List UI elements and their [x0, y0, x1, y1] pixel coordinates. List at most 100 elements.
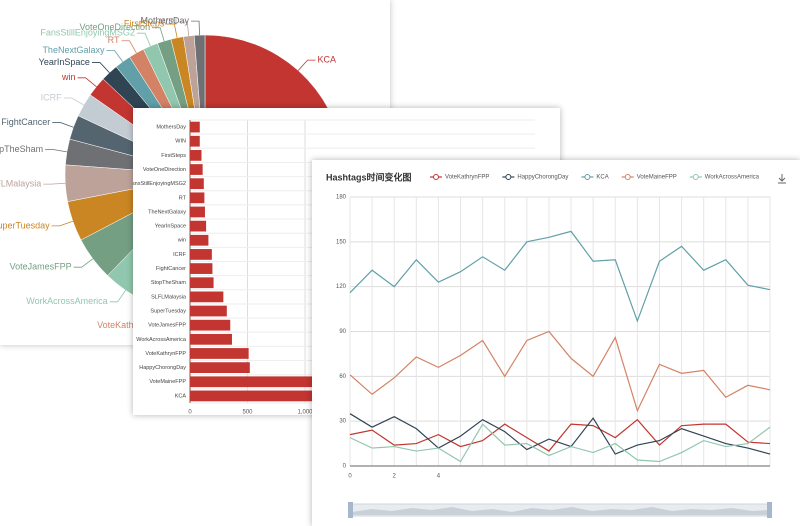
leader-line	[166, 23, 178, 38]
download-icon[interactable]	[778, 174, 786, 184]
y-tick-label: VoteOneDirection	[143, 167, 186, 173]
y-tick-label: WIN	[175, 139, 186, 145]
leader-line	[45, 149, 67, 153]
slice-label: win	[61, 72, 76, 82]
y-tick-label: VoteKathrynFPP	[145, 351, 186, 357]
y-tick-label: SLFLMalaysia	[151, 294, 187, 300]
legend-label: KCA	[596, 175, 608, 181]
y-tick-label: MothersDay	[156, 125, 186, 131]
legend-label: VoteMaineFPP	[637, 175, 677, 181]
bar	[190, 333, 232, 345]
slice-label: KCA	[318, 54, 337, 64]
bar	[190, 390, 374, 402]
y-tick-label: win	[177, 238, 186, 244]
bar	[190, 121, 200, 133]
leader-line	[297, 59, 316, 71]
bar	[190, 348, 249, 359]
leader-line	[109, 290, 126, 303]
slice-label: VoteJamesFPP	[10, 262, 72, 272]
slice-label: SLFLMalaysia	[0, 178, 41, 188]
y-tick-label: YearInSpace	[155, 224, 186, 230]
leader-line	[43, 182, 66, 185]
bar	[190, 305, 227, 317]
bar	[190, 192, 205, 204]
series-line	[349, 423, 771, 463]
bar	[190, 206, 205, 218]
bar	[190, 291, 224, 303]
y-tick-label: StopTheSham	[151, 280, 187, 286]
x-tick-label: 0	[188, 410, 192, 415]
bar	[190, 135, 200, 147]
y-tick-label: 180	[336, 195, 347, 201]
legend-swatch	[584, 174, 591, 180]
slice-label: VoteKathrynFPP	[97, 320, 164, 330]
x-tick-label: 4	[437, 474, 441, 480]
x-tick-label: 0	[348, 474, 352, 480]
bar	[190, 178, 204, 190]
slice-label: FightCancer	[1, 117, 50, 127]
leader-line	[121, 40, 137, 54]
slice-label: WorkAcrossAmerica	[26, 296, 107, 306]
x-tick-label: 500	[242, 410, 253, 415]
y-tick-label: ICRF	[173, 252, 186, 258]
line-chart: Hashtags时间变化图 0 30 60 90 120 150 180 0 2 4 VoteKath…	[326, 171, 786, 518]
y-tick-label: RT	[179, 195, 187, 201]
bar	[190, 263, 213, 274]
slice-label: TheNextGalaxy	[42, 45, 105, 55]
bar	[190, 376, 340, 388]
legend-swatch	[624, 174, 631, 180]
slice-label: VoteOneDirection	[80, 22, 151, 32]
y-tick-label: FansStillEnjoyingMSG2	[133, 181, 186, 187]
download-glyph[interactable]	[778, 174, 786, 184]
y-tick-label: FirstSteps	[161, 153, 186, 159]
leader-line	[63, 97, 84, 106]
slice-label: FirstSteps	[124, 18, 165, 28]
leader-line	[106, 50, 124, 62]
y-tick-label: HappyChorongDay	[139, 365, 186, 371]
legend-swatch	[433, 174, 439, 180]
x-tick-label: 1,000	[297, 410, 313, 415]
bar	[190, 220, 207, 232]
series-line	[349, 330, 771, 413]
slice-label: FansStillEnjoyingMSG2	[40, 28, 135, 38]
y-tick-label: 60	[339, 374, 346, 380]
leader-line	[51, 220, 74, 227]
bar	[190, 362, 250, 374]
y-tick-label: FightCancer	[156, 266, 186, 272]
leader-line	[179, 21, 190, 36]
y-tick-label: VoteMaineFPP	[149, 379, 186, 385]
series-line	[349, 418, 771, 452]
zoom-handle[interactable]	[348, 502, 353, 518]
bar	[190, 149, 202, 161]
legend-label: WorkAcrossAmerica	[705, 175, 760, 181]
leader-line	[191, 20, 200, 36]
slice-label: WIN	[160, 16, 178, 26]
slice-label: RT	[108, 35, 120, 45]
y-tick-label: 0	[343, 464, 347, 470]
leader-line	[152, 27, 165, 42]
series-line	[349, 230, 771, 323]
zoom-preview	[352, 507, 768, 515]
bar	[190, 249, 212, 260]
bar	[190, 277, 214, 289]
bar	[190, 234, 209, 246]
series-line	[349, 413, 771, 455]
bar	[190, 319, 231, 331]
legend-swatch	[692, 174, 699, 180]
legend-label: HappyChorongDay	[517, 175, 568, 181]
line-panel: Hashtags时间变化图 0 30 60 90 120 150 180 0 2 4 VoteKath…	[312, 160, 800, 526]
y-tick-label: 120	[336, 284, 347, 290]
y-tick-label: 90	[339, 329, 346, 335]
legend-swatch	[505, 174, 512, 180]
data-zoom[interactable]	[348, 502, 772, 518]
bar	[190, 164, 203, 175]
x-tick-label: 2	[393, 474, 397, 480]
zoom-handle[interactable]	[767, 502, 772, 518]
slice-label: YearInSpace	[39, 57, 90, 67]
legend-label: VoteKathrynFPP	[445, 175, 489, 181]
slice-label: StopTheSham	[0, 144, 43, 154]
y-tick-label: 30	[339, 419, 346, 425]
y-tick-label: WorkAcrossAmerica	[136, 337, 187, 343]
y-tick-label: KCA	[175, 393, 187, 399]
